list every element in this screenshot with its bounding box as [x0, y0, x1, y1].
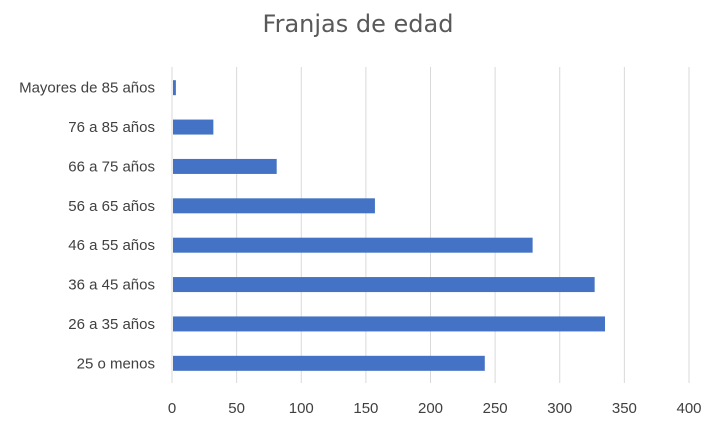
category-label: 46 a 55 años	[68, 237, 155, 254]
x-tick-label: 0	[168, 400, 176, 417]
bar	[173, 316, 605, 332]
x-tick-label: 300	[547, 400, 572, 417]
bar	[173, 355, 485, 371]
x-tick-label: 400	[676, 400, 701, 417]
category-label: 56 a 65 años	[68, 198, 155, 215]
x-tick-label: 350	[612, 400, 637, 417]
bar	[173, 198, 375, 214]
x-tick-label: 150	[353, 400, 378, 417]
category-label: 25 o menos	[77, 355, 155, 372]
x-tick-label: 100	[289, 400, 314, 417]
category-label: Mayores de 85 años	[19, 80, 155, 97]
bar	[173, 237, 533, 253]
bar	[173, 277, 595, 293]
chart-title: Franjas de edad	[262, 10, 454, 38]
category-label: 76 a 85 años	[68, 119, 155, 136]
x-tick-label: 250	[483, 400, 508, 417]
category-label: 66 a 75 años	[68, 158, 155, 175]
category-label: 26 a 35 años	[68, 316, 155, 333]
bar	[173, 158, 277, 174]
category-label: 36 a 45 años	[68, 277, 155, 294]
x-tick-label: 50	[228, 400, 245, 417]
x-tick-label: 200	[418, 400, 443, 417]
bar	[173, 80, 176, 96]
bar	[173, 119, 214, 135]
